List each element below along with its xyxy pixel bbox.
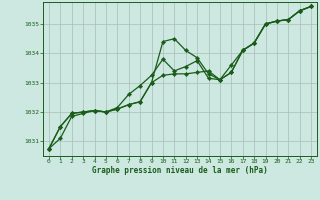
X-axis label: Graphe pression niveau de la mer (hPa): Graphe pression niveau de la mer (hPa) bbox=[92, 166, 268, 175]
